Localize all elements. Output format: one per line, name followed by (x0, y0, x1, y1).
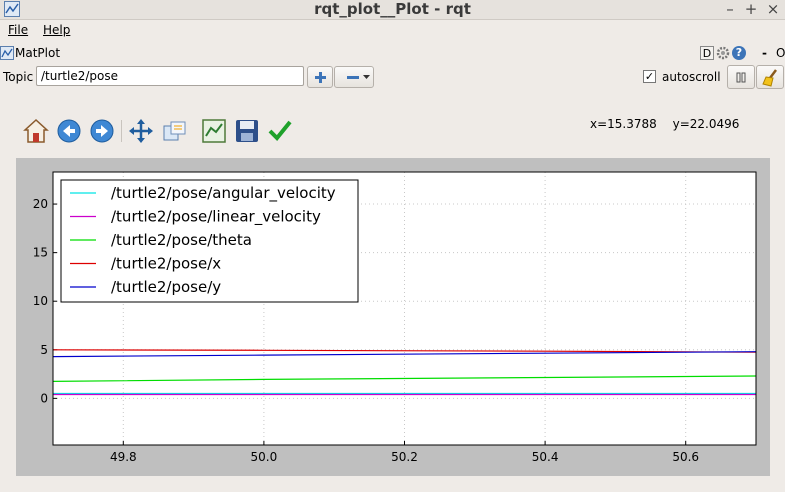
topic-label: Topic (3, 70, 34, 84)
line-chart[interactable]: 49.8 50.0 50.2 50.4 50.6 0 5 10 15 20/turtle2/pos… (16, 158, 770, 476)
plus-icon (315, 72, 326, 83)
apply-icon[interactable] (267, 118, 293, 144)
menu-file[interactable]: File (8, 23, 29, 37)
legend-entry: /turtle2/pose/linear_velocity (111, 208, 321, 227)
toolbar-separator (121, 120, 122, 142)
subplots-icon[interactable] (201, 118, 227, 144)
x-tick-label: 49.8 (110, 450, 137, 464)
close-button[interactable]: × (766, 0, 780, 18)
series-line (52, 349, 757, 353)
home-icon[interactable] (23, 118, 49, 144)
matplot-icon (0, 46, 14, 60)
forward-icon[interactable] (89, 118, 115, 144)
close-plugin-button[interactable]: O (776, 46, 785, 60)
pause-button[interactable] (727, 65, 755, 89)
y-tick-label: 0 (40, 391, 48, 405)
x-tick-label: 50.4 (532, 450, 559, 464)
app-icon (4, 1, 20, 17)
legend-entry: /turtle2/pose/x (111, 255, 221, 273)
y-tick-label: 10 (33, 294, 48, 308)
minus-icon (347, 76, 359, 79)
y-tick-label: 20 (33, 197, 48, 211)
remove-topic-button[interactable] (334, 66, 374, 88)
x-tick-label: 50.0 (251, 450, 278, 464)
gear-icon[interactable] (716, 46, 730, 60)
y-tick-label: 15 (33, 246, 48, 260)
series-line (52, 375, 757, 382)
plugin-header: MatPlot D ? - O (0, 44, 785, 64)
chevron-down-icon (363, 75, 370, 79)
cursor-coordinates: x=15.3788 y=22.0496 (590, 117, 740, 131)
maximize-button[interactable]: + (744, 0, 758, 18)
menu-bar: File Help (0, 20, 785, 42)
minimize-plugin-button[interactable]: - (762, 46, 767, 60)
plot-frame (52, 171, 757, 446)
minimize-button[interactable]: – (726, 0, 734, 18)
add-topic-button[interactable] (307, 66, 333, 88)
y-tick-label: 5 (40, 343, 48, 357)
back-icon[interactable] (56, 118, 82, 144)
window-title: rqt_plot__Plot - rqt (314, 0, 471, 18)
legend-entry: /turtle2/pose/y (111, 278, 221, 296)
series-line (52, 351, 757, 358)
autoscroll-label: autoscroll (662, 70, 721, 84)
clear-button[interactable] (756, 65, 784, 89)
x-tick-label: 50.6 (672, 450, 699, 464)
title-bar: rqt_plot__Plot - rqt – + × (0, 0, 785, 20)
zoom-icon[interactable] (162, 118, 188, 144)
pan-icon[interactable] (128, 118, 154, 144)
autoscroll-checkbox[interactable]: ✓ (643, 70, 656, 83)
help-icon[interactable]: ? (732, 46, 746, 60)
legend-box (60, 179, 359, 303)
debug-button[interactable]: D (700, 46, 714, 60)
menu-help[interactable]: Help (43, 23, 71, 37)
pause-icon (736, 72, 746, 83)
x-tick-label: 50.2 (391, 450, 418, 464)
plugin-title: MatPlot (15, 46, 61, 60)
legend-entry: /turtle2/pose/theta (111, 231, 252, 249)
legend-entry: /turtle2/pose/angular_velocity (111, 184, 336, 203)
plot-area[interactable]: 49.8 50.0 50.2 50.4 50.6 0 5 10 15 20/turtle2/pos… (16, 158, 770, 476)
topic-input[interactable] (36, 66, 304, 86)
broom-icon (762, 69, 777, 87)
save-icon[interactable] (234, 118, 260, 144)
